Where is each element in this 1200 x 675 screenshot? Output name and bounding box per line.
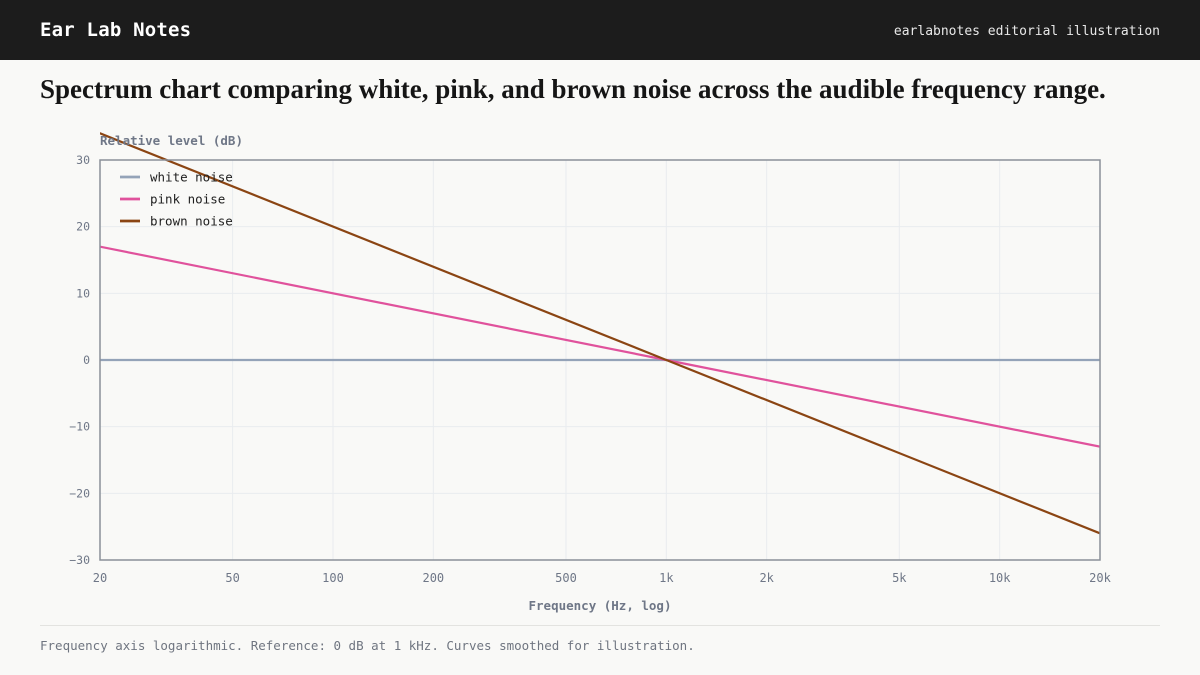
pink-noise-line [100, 245, 1100, 448]
x-tick-label: 50 [225, 571, 239, 585]
y-tick-label: 10 [76, 286, 90, 300]
y-tick-label: −20 [69, 486, 90, 500]
y-tick-label: 30 [76, 153, 90, 167]
brown-noise-line [100, 132, 1100, 535]
x-tick-label: 2k [759, 571, 774, 585]
footnote: Frequency axis logarithmic. Reference: 0… [40, 638, 695, 653]
y-axis-title: Relative level (dB) [100, 133, 243, 148]
y-tick-label: −30 [69, 553, 90, 567]
series-group [100, 132, 1100, 535]
x-tick-label: 200 [422, 571, 444, 585]
legend-label: brown noise [150, 214, 233, 229]
legend: white noise pink noise brown noise [120, 170, 233, 229]
x-tick-label: 20 [93, 571, 107, 585]
x-tick-label: 1k [659, 571, 674, 585]
x-axis-title: Frequency (Hz, log) [529, 598, 672, 613]
legend-label: white noise [150, 170, 233, 185]
plot-frame [99, 159, 1101, 561]
y-tick-label: −10 [69, 420, 90, 434]
top-bar: Ear Lab Notes earlabnotes editorial illu… [0, 0, 1200, 60]
brand-name[interactable]: Ear Lab Notes [40, 19, 192, 41]
x-tick-label: 10k [989, 571, 1011, 585]
x-tick-label: 500 [555, 571, 577, 585]
legend-label: pink noise [150, 192, 225, 207]
tagline: earlabnotes editorial illustration [893, 24, 1160, 39]
y-tick-label: 0 [83, 353, 90, 367]
y-tick-label: 20 [76, 220, 90, 234]
headline: Spectrum chart comparing white, pink, an… [40, 74, 1106, 104]
x-tick-label: 5k [892, 571, 907, 585]
divider [40, 625, 1160, 626]
axis-ticks: 20 50 100 200 500 1k 2k 5k 10k 20k3020100−10−20−3… [69, 153, 1111, 585]
x-tick-label: 20k [1089, 571, 1111, 585]
x-tick-label: 100 [322, 571, 344, 585]
